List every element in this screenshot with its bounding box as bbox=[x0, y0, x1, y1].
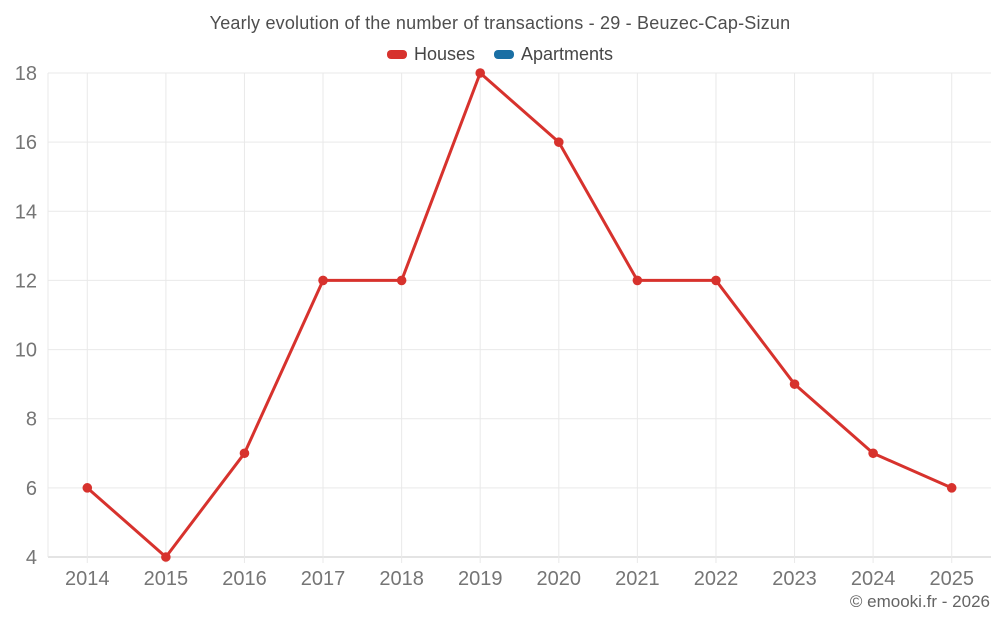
x-tick-label: 2023 bbox=[772, 568, 817, 590]
x-tick-label: 2014 bbox=[65, 568, 110, 590]
houses-series-swatch-icon bbox=[386, 50, 407, 59]
x-tick-label: 2022 bbox=[694, 568, 739, 590]
chart-title: Yearly evolution of the number of transa… bbox=[209, 13, 791, 33]
y-tick-label: 10 bbox=[15, 340, 37, 362]
x-tick-label: 2021 bbox=[615, 568, 660, 590]
legend-label-apartments: Apartments bbox=[520, 44, 614, 64]
y-tick-label: 4 bbox=[26, 547, 37, 569]
data-point[interactable] bbox=[396, 275, 407, 286]
legend-item-houses[interactable]: Houses bbox=[386, 44, 475, 65]
x-tick-label: 2018 bbox=[379, 568, 424, 590]
series-line-houses bbox=[85, 71, 954, 559]
data-point[interactable] bbox=[789, 379, 800, 389]
x-tick-label: 2017 bbox=[301, 568, 346, 590]
y-tick-label: 14 bbox=[15, 201, 37, 223]
x-tick-label: 2019 bbox=[458, 568, 503, 590]
data-point[interactable] bbox=[239, 448, 250, 459]
data-point[interactable] bbox=[475, 68, 486, 78]
legend-item-apartments[interactable]: Apartments bbox=[493, 44, 614, 65]
data-point[interactable] bbox=[82, 483, 93, 493]
legend: Houses Apartments bbox=[0, 44, 1000, 65]
apartments-series-swatch-icon bbox=[493, 50, 514, 59]
y-tick-label: 8 bbox=[26, 409, 37, 431]
y-tick-label: 18 bbox=[15, 63, 37, 85]
y-tick-label: 16 bbox=[15, 132, 37, 154]
x-tick-label: 2016 bbox=[222, 568, 267, 590]
data-point[interactable] bbox=[553, 137, 564, 147]
y-tick-label: 12 bbox=[15, 270, 37, 292]
x-tick-label: 2024 bbox=[851, 568, 896, 590]
data-point[interactable] bbox=[946, 483, 957, 493]
data-point[interactable] bbox=[711, 275, 721, 286]
x-tick-label: 2015 bbox=[144, 568, 189, 590]
legend-label-houses: Houses bbox=[413, 44, 475, 64]
data-point[interactable] bbox=[161, 552, 171, 562]
x-tick-label: 2025 bbox=[929, 568, 974, 590]
x-tick-label: 2020 bbox=[537, 568, 582, 590]
data-point[interactable] bbox=[868, 448, 878, 459]
data-point[interactable] bbox=[318, 275, 328, 286]
y-tick-label: 6 bbox=[26, 478, 37, 500]
data-point[interactable] bbox=[632, 275, 643, 286]
watermark: © emooki.fr - 2026 bbox=[849, 592, 990, 611]
